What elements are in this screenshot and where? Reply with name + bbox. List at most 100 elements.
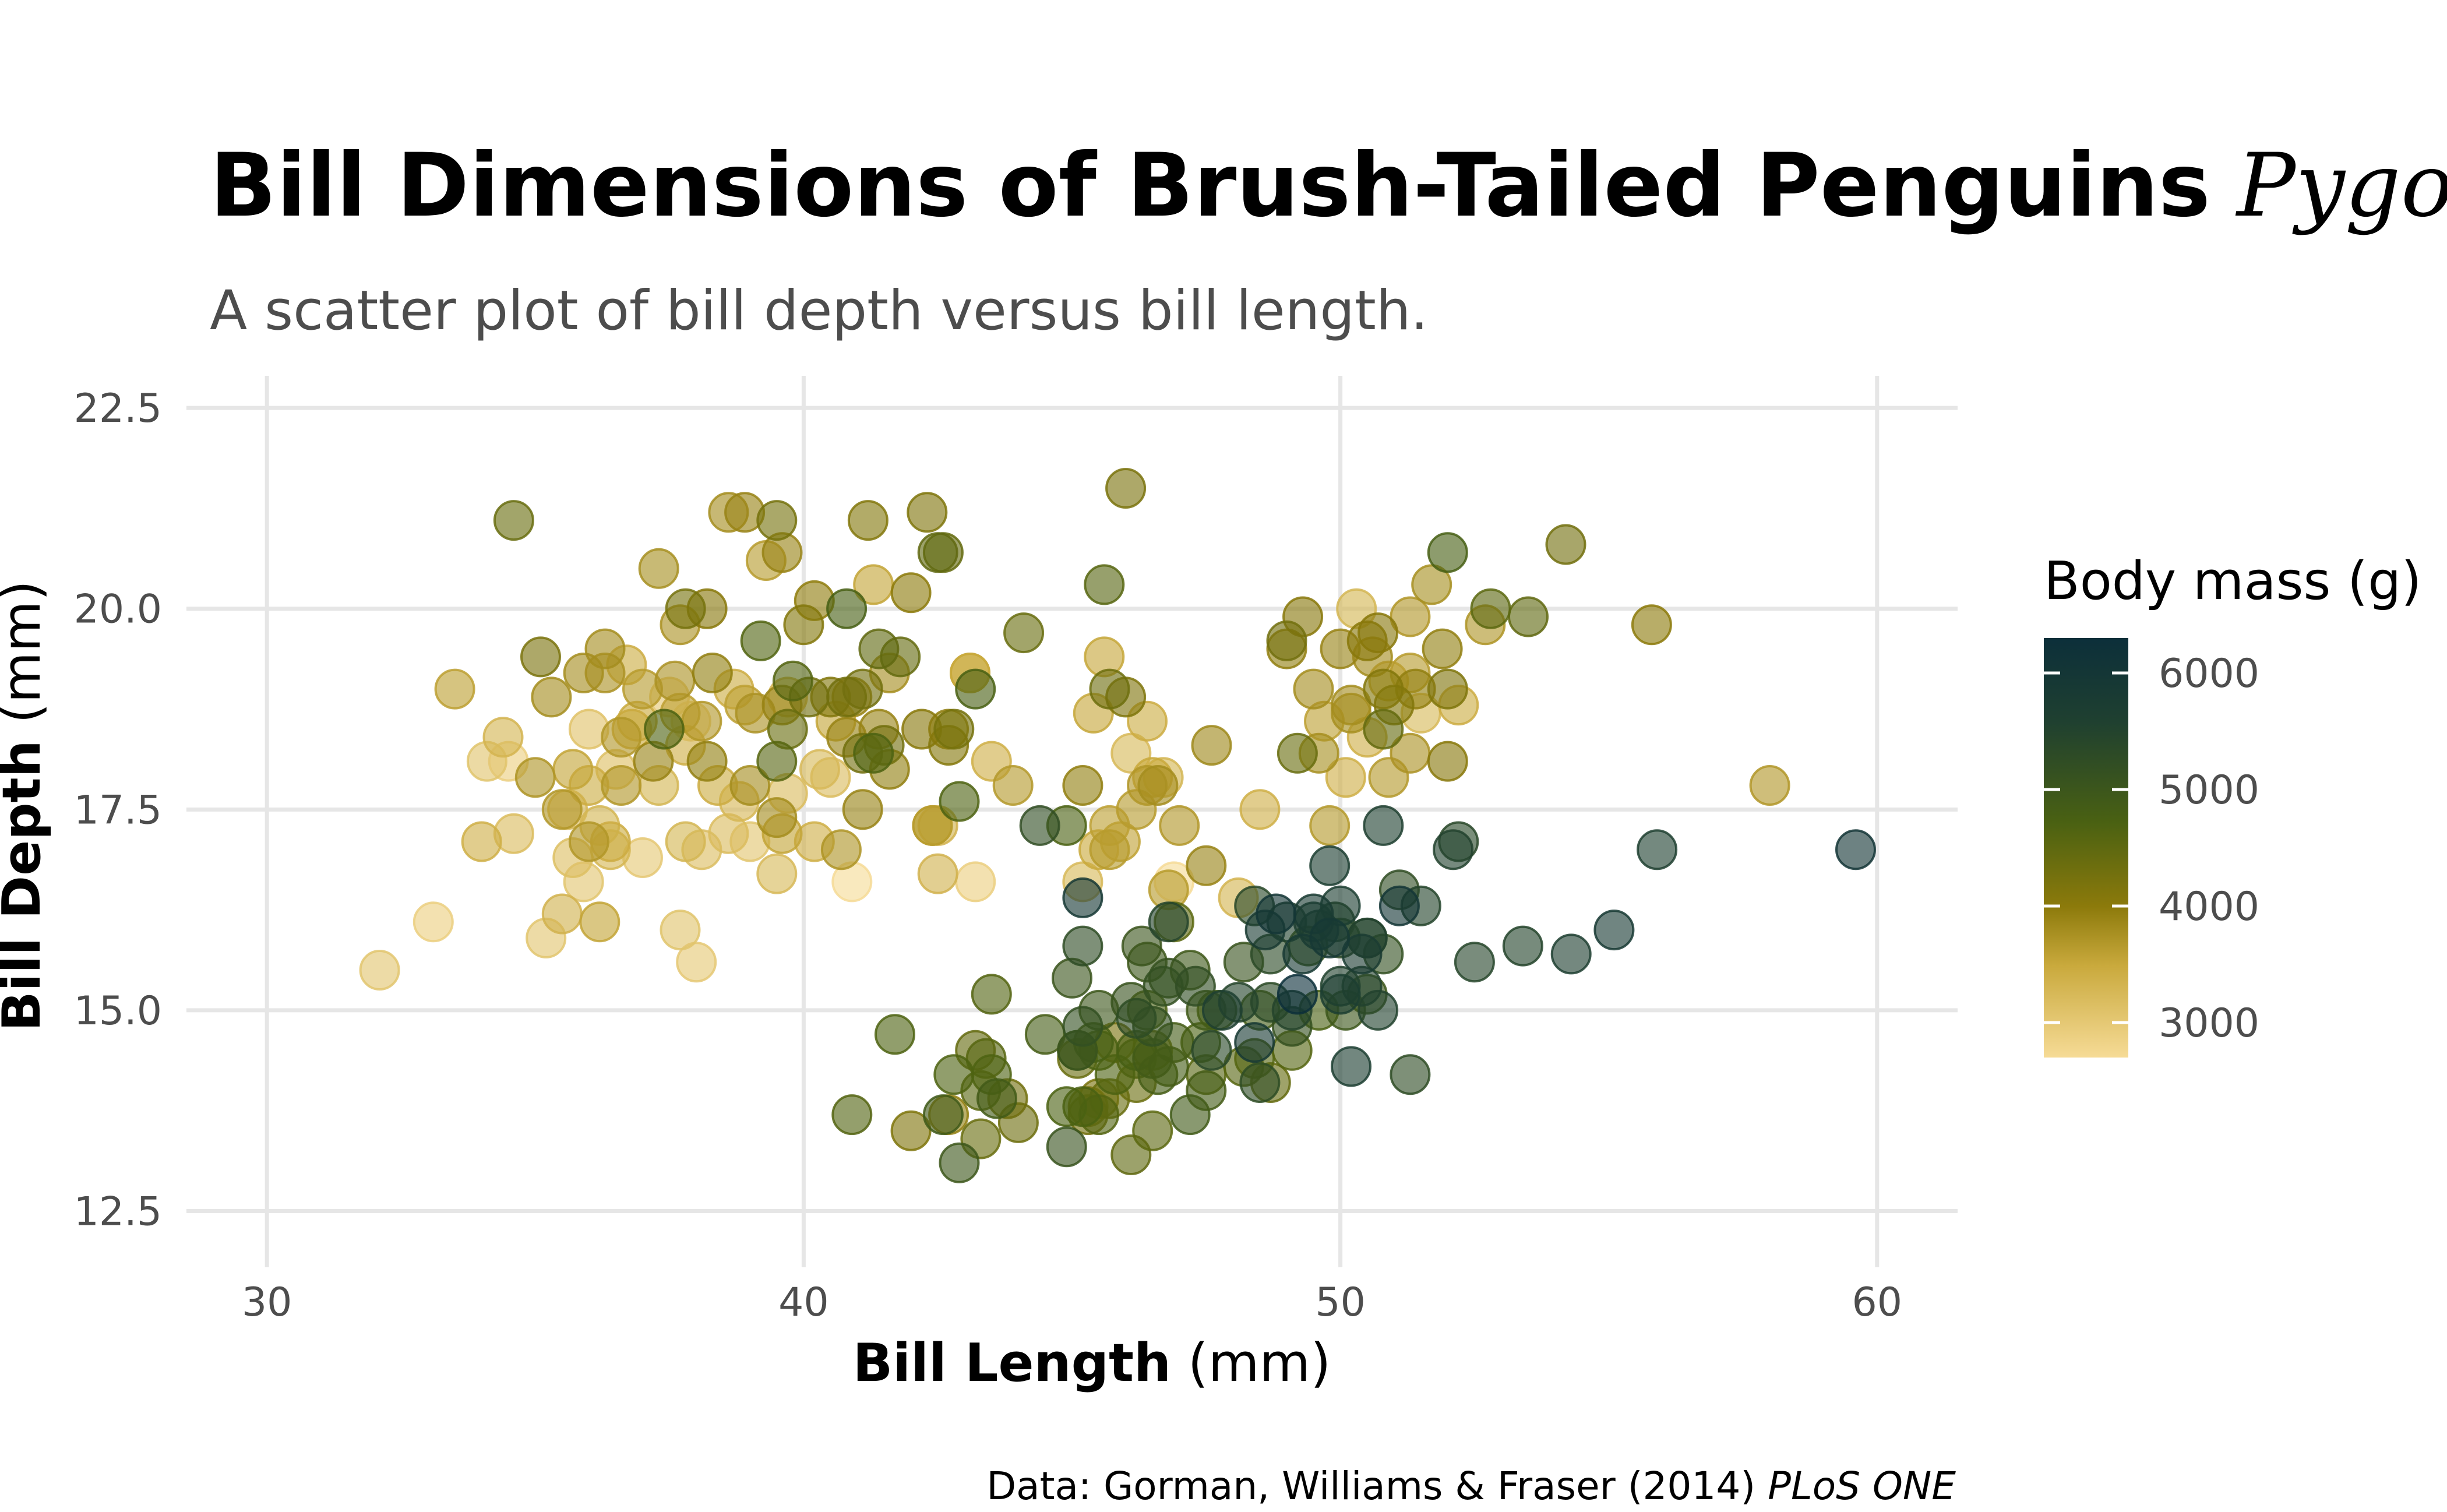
data-point bbox=[1429, 742, 1467, 781]
data-point bbox=[801, 750, 839, 788]
data-point bbox=[1193, 1031, 1231, 1070]
data-point bbox=[956, 670, 995, 709]
data-point bbox=[822, 830, 861, 869]
data-point bbox=[1359, 991, 1397, 1030]
x-tick-label: 30 bbox=[242, 1280, 292, 1326]
data-point bbox=[1106, 469, 1145, 507]
data-point bbox=[1171, 1095, 1210, 1134]
data-point bbox=[940, 783, 979, 821]
data-point bbox=[1632, 605, 1671, 644]
legend-tick-label: 4000 bbox=[2159, 884, 2259, 930]
data-point bbox=[757, 855, 796, 893]
y-tick-label: 12.5 bbox=[74, 1189, 162, 1235]
legend-title: Body mass (g) bbox=[2044, 551, 2421, 612]
data-point bbox=[580, 903, 619, 941]
data-point bbox=[661, 911, 700, 949]
data-point bbox=[1063, 1007, 1102, 1046]
data-point bbox=[463, 823, 501, 861]
y-axis-title: Bill Depth (mm) bbox=[0, 580, 52, 1031]
data-point bbox=[1048, 1087, 1086, 1126]
chart-caption: Data: Gorman, Williams & Fraser (2014) P… bbox=[986, 1464, 1956, 1509]
chart-title: Bill Dimensions of Brush-Tailed Penguins… bbox=[210, 135, 2447, 237]
data-point bbox=[1278, 734, 1317, 773]
data-point bbox=[919, 855, 957, 893]
data-point bbox=[1048, 1127, 1086, 1166]
data-point bbox=[940, 1144, 979, 1182]
data-point bbox=[495, 501, 533, 540]
data-point bbox=[908, 493, 946, 531]
data-point bbox=[854, 734, 893, 773]
title-genus: Pygoscelis bbox=[2235, 135, 2447, 237]
data-point bbox=[833, 1095, 871, 1134]
legend-tick-label: 3000 bbox=[2159, 1000, 2259, 1046]
data-point bbox=[859, 630, 898, 668]
data-point bbox=[1364, 710, 1402, 749]
data-point bbox=[414, 903, 453, 941]
data-point bbox=[978, 1080, 1016, 1118]
data-point bbox=[1278, 975, 1317, 1013]
data-point bbox=[436, 670, 474, 709]
data-point bbox=[1429, 670, 1467, 709]
data-point bbox=[1240, 790, 1279, 829]
title-main: Bill Dimensions of Brush-Tailed Penguins bbox=[210, 135, 2210, 237]
data-point bbox=[1117, 999, 1156, 1038]
data-point bbox=[602, 718, 640, 756]
data-point bbox=[849, 501, 887, 540]
data-point bbox=[1380, 887, 1419, 925]
data-point bbox=[1257, 895, 1295, 933]
data-point bbox=[1434, 830, 1472, 869]
data-point bbox=[1509, 598, 1547, 636]
data-point bbox=[516, 758, 555, 796]
data-point bbox=[1595, 911, 1633, 949]
data-point bbox=[1836, 830, 1875, 869]
data-point bbox=[1429, 533, 1467, 572]
data-point bbox=[1504, 927, 1542, 965]
data-point bbox=[935, 710, 973, 749]
data-point bbox=[1638, 830, 1676, 869]
legend-color-bar bbox=[2044, 638, 2128, 1058]
data-point bbox=[1150, 903, 1188, 941]
data-point bbox=[655, 662, 694, 700]
data-point bbox=[667, 823, 705, 861]
data-point bbox=[1310, 847, 1349, 885]
data-point bbox=[1091, 830, 1129, 869]
data-point bbox=[757, 742, 796, 781]
data-point bbox=[784, 605, 823, 644]
data-point bbox=[1063, 879, 1102, 917]
data-point bbox=[956, 862, 995, 901]
y-axis-title-unit: (mm) bbox=[0, 580, 52, 740]
x-axis-title-bold: Bill Length bbox=[853, 1333, 1171, 1394]
data-point bbox=[844, 790, 882, 829]
data-point bbox=[757, 798, 796, 837]
data-point bbox=[1235, 1023, 1274, 1062]
x-axis-title-unit: (mm) bbox=[1171, 1333, 1331, 1394]
y-tick-label: 20.0 bbox=[74, 587, 162, 633]
data-point bbox=[1063, 766, 1102, 805]
data-point bbox=[1160, 806, 1198, 845]
data-point bbox=[1364, 670, 1402, 709]
data-point bbox=[935, 1055, 973, 1094]
caption-journal: PLoS ONE bbox=[1768, 1464, 1956, 1509]
data-point bbox=[361, 951, 399, 989]
color-legend: Body mass (g) 3000 4000 5000 6000 bbox=[2044, 551, 2421, 1058]
data-point bbox=[1455, 943, 1494, 981]
caption-source: Data: Gorman, Williams & Fraser (2014) bbox=[986, 1464, 1768, 1509]
chart-subtitle: A scatter plot of bill depth versus bill… bbox=[210, 279, 1428, 343]
data-point bbox=[919, 533, 957, 572]
data-point bbox=[1391, 1055, 1429, 1094]
data-point bbox=[1295, 670, 1333, 709]
y-axis-ticks: 12.5 15.0 17.5 20.0 22.5 bbox=[74, 386, 162, 1235]
data-point bbox=[1310, 919, 1349, 957]
data-point bbox=[994, 766, 1032, 805]
data-point bbox=[532, 678, 570, 716]
data-point bbox=[1547, 526, 1585, 564]
data-point bbox=[1085, 565, 1123, 604]
x-tick-label: 50 bbox=[1315, 1280, 1366, 1326]
data-point bbox=[1004, 614, 1043, 652]
data-point bbox=[1321, 975, 1360, 1013]
data-point bbox=[543, 790, 581, 829]
data-point bbox=[1187, 847, 1225, 885]
x-tick-label: 40 bbox=[778, 1280, 829, 1326]
data-point bbox=[774, 662, 812, 700]
